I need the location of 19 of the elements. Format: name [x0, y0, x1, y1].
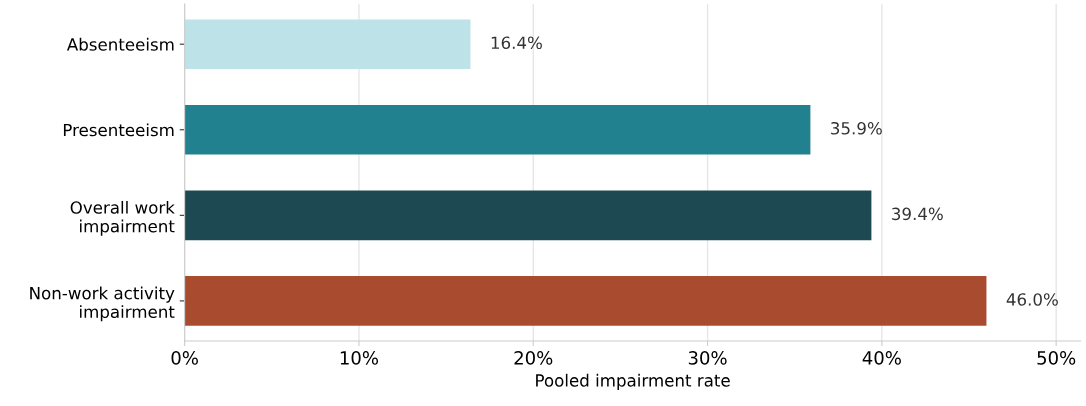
x-tick-label: 50%	[1037, 351, 1076, 365]
data-label: 39.4%	[892, 207, 943, 221]
x-tick-label: 40%	[862, 351, 901, 365]
x-tick-label: 0%	[171, 351, 198, 365]
bar	[184, 276, 987, 326]
x-axis-title: Pooled impairment rate	[536, 373, 730, 390]
y-tick-label: Overall work impairment	[70, 200, 175, 236]
y-tick-label: Non-work activity impairment	[30, 286, 175, 322]
data-label: 35.9%	[831, 121, 882, 135]
bar	[184, 190, 872, 241]
x-tick-label: 30%	[688, 351, 727, 365]
y-tick-label: Absenteeism	[66, 37, 174, 51]
bar	[184, 104, 811, 155]
y-tick-label: Presenteeism	[63, 123, 174, 137]
x-tick-label: 10%	[340, 351, 378, 365]
bar	[184, 19, 471, 70]
x-tick-label: 20%	[514, 351, 553, 365]
data-label: 16.4%	[491, 36, 542, 50]
data-label: 46.0%	[1006, 293, 1058, 306]
